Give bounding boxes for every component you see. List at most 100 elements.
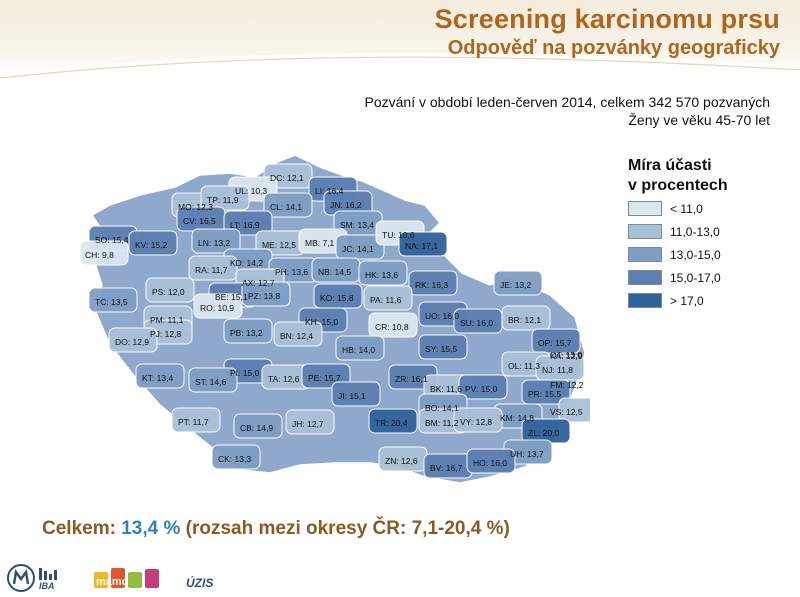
district-label: SY: 15,5 [425,344,457,354]
district-label: CH: 9,8 [85,250,114,260]
district-label: BE: 15,1 [215,292,248,302]
university-seal-icon [7,564,35,592]
district-area [171,407,221,433]
district-label: ZL: 20,0 [528,428,559,438]
district-area [80,240,129,266]
district-area [273,321,323,347]
district-label: JE: 13,2 [500,280,531,290]
district-label: JN: 16,2 [330,200,362,210]
district-label: MB: 7,1 [305,238,335,248]
header-wave-decoration [0,52,800,90]
district-label: OL: 11,3 [508,361,540,371]
district-label: ST: 14,6 [195,377,226,387]
district-label: PE: 15,7 [308,373,341,383]
district-area [263,192,313,218]
page-subtitle: Odpověď na pozvánky geograficky [447,37,780,59]
legend-swatch [628,201,662,216]
district-area [188,255,238,281]
district-area [531,328,581,354]
district-label: SO: 15,4 [95,235,129,245]
footer: IBA mamo ÚZIS [0,558,800,597]
district-label: PV: 15,0 [465,384,498,394]
district-label: HK: 13,6 [365,270,398,280]
district-label: ZN: 12,6 [385,456,418,466]
district-labels: DC: 12,1UL: 10,3 LI: 16,4 MO: 12,3TP: 11,9… [85,173,584,473]
district-label: ZR: 16,1 [395,374,428,384]
czech-districts-map: DC: 12,1UL: 10,3 LI: 16,4 MO: 12,3TP: 11,9… [80,154,590,484]
district-area [418,334,468,360]
district-label: PH: 13,6 [275,267,308,277]
district-label: JH: 12,7 [292,419,324,429]
iba-text: IBA [39,581,55,590]
district-area [521,379,571,405]
district-label: TC: 13,5 [95,297,128,307]
district-label: PM: 11,1 [150,315,184,325]
district-label: CK: 13,3 [218,454,251,464]
district-label: KO: 15,8 [320,293,354,303]
district-area [358,260,408,286]
district-label: LI: 16,4 [315,186,344,196]
district-label: BK: 11,6 [430,384,462,394]
district-area [453,407,503,433]
district-label: NJ: 11,8 [542,365,573,375]
district-area [363,285,413,311]
district-area [331,381,381,407]
district-label: RA: 11,7 [195,265,228,275]
district-label: BN: 12,4 [280,331,313,341]
district-area [285,409,335,435]
district-area [466,448,516,474]
district-area [458,374,508,400]
district-area [233,413,283,439]
district-label: CL: 14,1 [270,202,302,212]
district-label: CR: 10,8 [375,322,409,332]
district-area [493,270,543,296]
district-label: HO: 16,0 [473,458,507,468]
legend-label: 13,0-15,0 [670,248,721,262]
district-label: PZ: 13,8 [248,291,280,301]
district-label: CB: 14,9 [240,423,273,433]
district-label: UO: 16,0 [425,311,459,321]
district-label: NB: 14,5 [318,267,351,277]
district-label: CV: 16,5 [183,216,216,226]
district-label: UL: 10,3 [235,186,267,196]
district-label: JI: 15,1 [338,391,366,401]
district-area [188,367,238,393]
district-area [193,293,243,319]
legend-swatch [628,247,662,262]
district-area [501,305,551,331]
legend-title-line2: v procentech [628,177,728,194]
district-label: KT: 13,4 [142,373,173,383]
legend-label: 11,0-13,0 [670,225,720,239]
invitation-info: Pozvání v období leden-červen 2014, celk… [364,94,771,110]
district-label: DO: 12,9 [115,337,149,347]
district-label: KV: 15,2 [135,240,168,250]
district-label: PB: 13,2 [230,328,263,338]
uzis-logo: ÚZIS [186,576,214,590]
district-label: TR: 20,4 [375,418,408,428]
district-label: PJ: 12,8 [150,329,181,339]
district-area [108,327,158,353]
district-area [223,318,273,344]
district-area [200,185,250,211]
district-label: KA: 12,9 [550,351,583,361]
district-area [135,363,185,389]
legend-swatch [628,270,662,285]
legend-label: 15,0-17,0 [670,271,721,285]
summary-suffix: (rozsah mezi okresy ČR: 7,1-20,4 %) [180,518,510,539]
district-label: BM: 11,2 [425,418,459,428]
mamo-logo-icon: mamo [94,568,159,588]
district-label: LT: 16,9 [230,220,260,230]
district-label: RO: 10,9 [200,303,234,313]
district-label: PI: 15,0 [230,368,260,378]
district-label: LN: 13,2 [198,238,230,248]
district-label: BV: 16,7 [430,463,463,473]
district-label: PR: 15,5 [528,389,561,399]
district-area [211,444,261,470]
legend-title: Míra účasti v procentech [628,156,788,196]
district-label: DC: 12,1 [270,173,304,183]
district-label: PT: 11,7 [178,417,209,427]
district-label: OP: 15,7 [538,338,572,348]
district-label: VY: 12,8 [460,417,492,427]
district-area [145,277,195,303]
district-label: VS: 12,5 [550,407,583,417]
